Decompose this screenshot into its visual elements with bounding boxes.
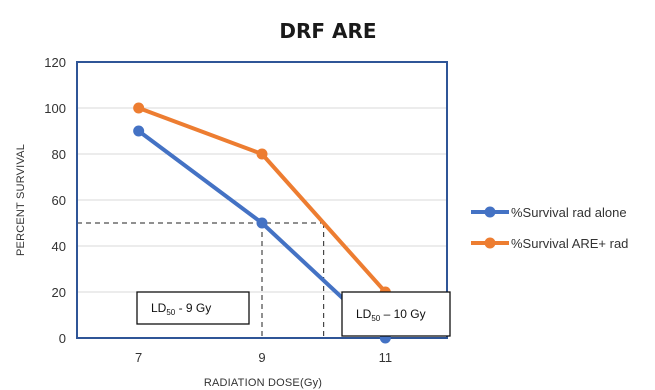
data-point <box>133 125 145 137</box>
legend-marker <box>484 237 496 249</box>
x-axis-label: RADIATION DOSE(Gy) <box>204 377 322 389</box>
y-tick-label: 80 <box>52 147 66 162</box>
data-point <box>133 102 145 114</box>
y-tick-label: 20 <box>52 285 66 300</box>
x-tick-label: 7 <box>135 350 142 365</box>
x-tick-label: 11 <box>379 350 393 365</box>
y-tick-label: 120 <box>44 55 66 70</box>
legend-marker <box>484 206 496 218</box>
annotation-box <box>136 291 250 325</box>
legend-label: %Survival ARE+ rad <box>511 236 628 251</box>
chart-title: DRF ARE <box>279 19 376 43</box>
legend-label: %Survival rad alone <box>511 205 627 220</box>
x-tick-label: 9 <box>258 350 265 365</box>
annotations: LD50 - 9 Gy LD50 – 10 Gy <box>136 291 451 337</box>
legend: %Survival rad alone %Survival ARE+ rad <box>471 205 628 251</box>
data-point <box>256 217 268 229</box>
plot-area <box>76 61 448 339</box>
data-point <box>256 148 268 160</box>
y-tick-label: 60 <box>52 193 66 208</box>
x-tick-labels: 7 9 11 <box>135 350 392 365</box>
y-tick-label: 40 <box>52 239 66 254</box>
annotation-text: LD50 – 10 Gy <box>356 307 426 323</box>
plot-border <box>76 61 448 339</box>
y-tick-labels: 0 20 40 60 80 100 120 <box>44 55 66 346</box>
y-axis-label: PERCENT SURVIVAL <box>15 144 27 256</box>
annotation-box <box>341 291 451 337</box>
annotation-text: LD50 - 9 Gy <box>151 301 211 317</box>
y-tick-label: 100 <box>44 101 66 116</box>
y-tick-label: 0 <box>59 331 66 346</box>
